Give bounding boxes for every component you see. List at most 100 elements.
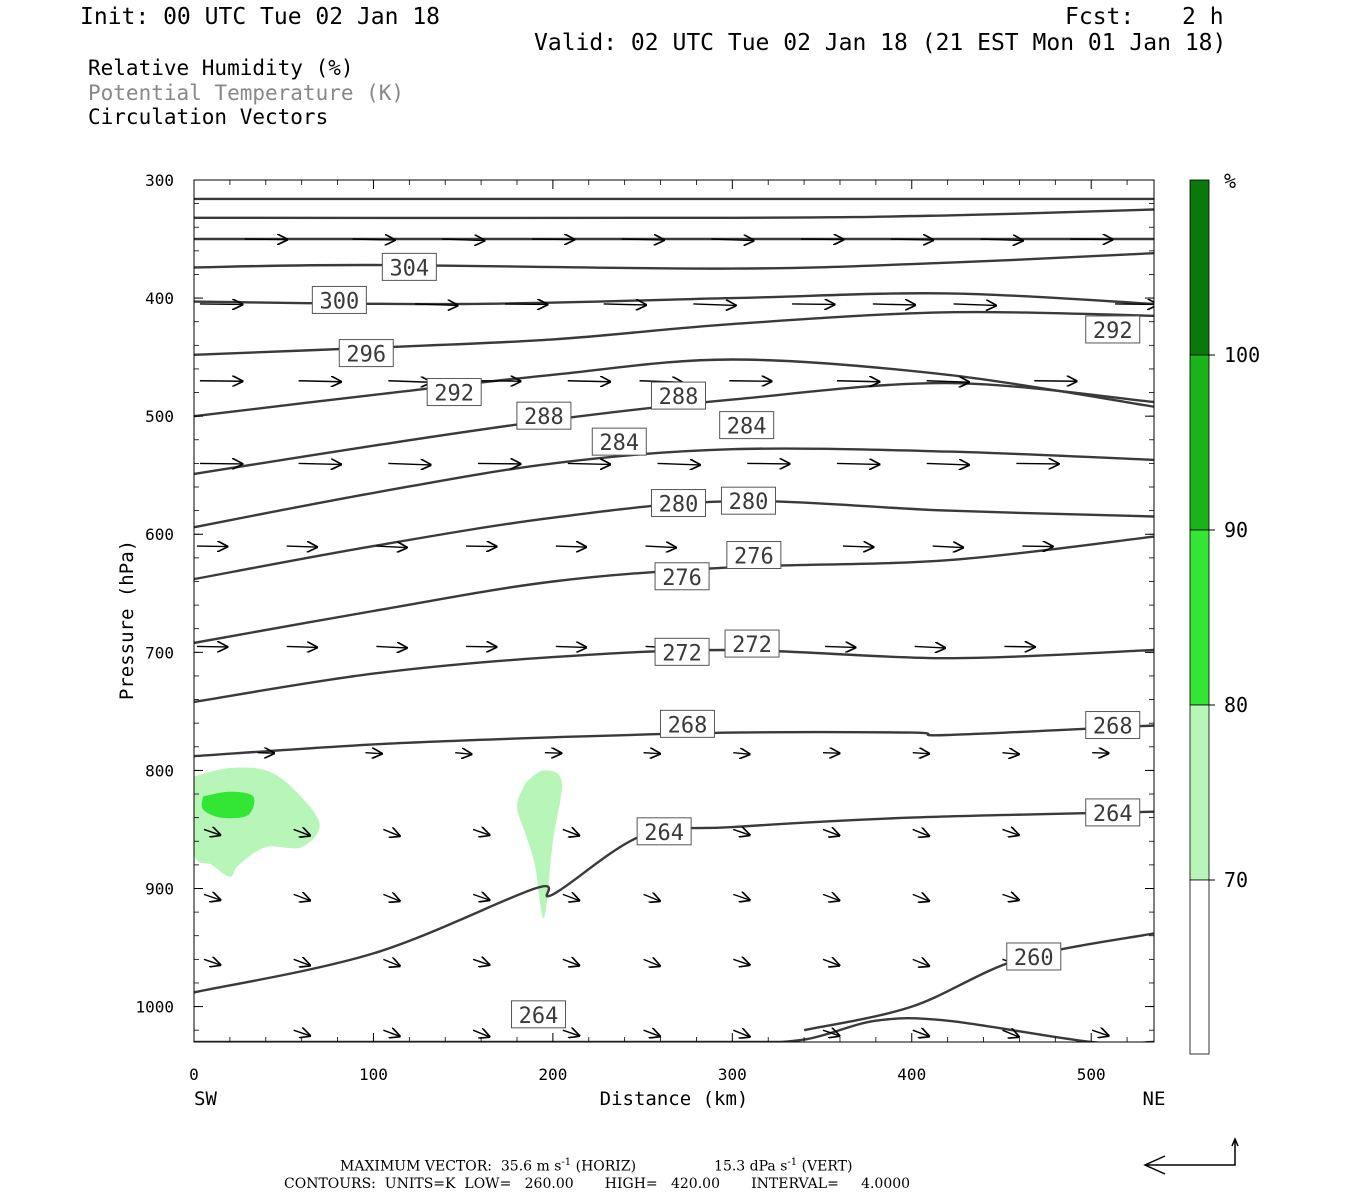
circulation-vector <box>286 646 317 647</box>
y-axis-label: Pressure (hPa) <box>116 540 138 700</box>
circulation-vector <box>1002 894 1018 900</box>
isentrope-label: 284 <box>599 431 639 456</box>
isentrope-label: 268 <box>668 713 708 738</box>
circulation-vector <box>733 1030 749 1037</box>
circulation-vector <box>567 463 610 464</box>
circulation-vector <box>562 829 579 835</box>
colorbar-level-label: 90 <box>1224 518 1248 542</box>
circulation-vector <box>555 546 586 547</box>
circulation-vector <box>733 829 749 835</box>
isentrope-label-box <box>659 709 715 738</box>
circulation-vector <box>293 959 310 965</box>
isentrope-label: 268 <box>1093 715 1133 740</box>
colorbar-segment <box>1189 529 1210 706</box>
circulation-vector <box>352 239 394 240</box>
circulation-vector <box>203 959 220 965</box>
contours-info: CONTOURS: UNITS=K LOW= 260.00 HIGH= 420.… <box>284 1176 911 1192</box>
isentrope-296 <box>194 310 1154 356</box>
isentrope-label-box <box>1085 315 1141 344</box>
circulation-vector <box>555 646 586 647</box>
isentrope-272 <box>194 648 1154 704</box>
isentrope-label: 272 <box>662 641 702 666</box>
circulation-vector <box>257 753 274 754</box>
max-vector-vert-value: 15.3 dPa s <box>714 1158 788 1175</box>
circulation-vector <box>1004 646 1034 647</box>
isentrope-label-box <box>720 486 776 515</box>
isentrope-label-box <box>719 411 775 440</box>
isentrope-label-box <box>381 252 437 281</box>
circulation-vector <box>711 239 753 241</box>
circulation-vector <box>383 1030 399 1036</box>
circulation-vector <box>1016 463 1058 464</box>
y-tick-label: 600 <box>145 525 174 544</box>
isentrope-label-box <box>516 401 572 430</box>
circulation-vector <box>244 239 287 240</box>
isentrope-276 <box>194 535 1154 645</box>
y-tick-label: 700 <box>145 643 174 662</box>
circulation-vector <box>872 304 915 305</box>
circulation-vector <box>203 894 220 900</box>
circulation-vector <box>733 894 749 900</box>
isentrope-label: 288 <box>524 405 564 430</box>
circulation-vector <box>199 463 242 464</box>
circulation-vector <box>442 239 484 241</box>
circulation-vector <box>415 304 457 306</box>
isentrope-label: 280 <box>659 493 699 518</box>
plot-frame <box>193 179 1155 1043</box>
circulation-vector <box>621 239 664 240</box>
circulation-vector <box>293 894 310 900</box>
circulation-vector <box>383 829 399 836</box>
reference-vector-icon <box>1143 1137 1239 1175</box>
circulation-vector <box>472 1030 489 1037</box>
colorbar-segment <box>1189 879 1210 1055</box>
isentrope-308 <box>194 208 1154 220</box>
sw-label: SW <box>194 1088 217 1110</box>
colorbar-unit: % <box>1224 169 1236 193</box>
isentrope-label-box <box>591 427 647 456</box>
isentrope-label: 276 <box>734 545 774 570</box>
rh-area-70-1 <box>517 770 563 919</box>
legend-circulation-vectors: Circulation Vectors <box>88 105 329 129</box>
x-tick-label: 200 <box>538 1065 567 1084</box>
circulation-vector <box>747 463 789 464</box>
circulation-vector <box>822 753 839 754</box>
isentrope-292 <box>194 358 1154 418</box>
circulation-vector <box>455 753 471 755</box>
circulation-vector <box>1091 1030 1108 1036</box>
circulation-vector <box>376 646 406 648</box>
circulation-vector <box>466 546 496 547</box>
circulation-vector <box>912 1030 929 1036</box>
isentrope-label: 292 <box>434 382 474 407</box>
circulation-vector <box>643 1030 660 1036</box>
isentrope-label: 292 <box>1093 319 1133 344</box>
circulation-vector <box>926 463 969 465</box>
isentrope-264 <box>194 810 1154 994</box>
circulation-vector <box>822 894 839 900</box>
circulation-vector <box>478 381 520 382</box>
circulation-vector <box>657 463 699 465</box>
isentrope-label-box <box>654 637 710 666</box>
isentrope-label-box <box>338 339 394 368</box>
circulation-vector <box>792 304 834 305</box>
colorbar-segment <box>1189 354 1210 531</box>
isentrope-label: 284 <box>727 415 767 440</box>
circulation-vector <box>286 546 317 547</box>
circulation-vector <box>953 304 996 306</box>
circulation-vector <box>203 829 220 835</box>
isentrope-label: 276 <box>662 566 702 591</box>
isentrope-label-box <box>311 285 367 314</box>
isentrope-label: 280 <box>729 490 769 515</box>
circulation-vector <box>472 894 489 900</box>
circulation-vector <box>293 829 310 835</box>
y-tick-label: 500 <box>145 407 174 426</box>
circulation-vector <box>733 959 749 965</box>
circulation-vector <box>472 959 489 965</box>
circulation-vector <box>836 381 879 382</box>
isentrope-label: 264 <box>519 1004 559 1029</box>
circulation-vector <box>562 894 579 900</box>
y-tick-label: 1000 <box>135 998 174 1017</box>
circulation-vector <box>388 463 430 465</box>
circulation-vector <box>1002 1030 1018 1037</box>
circulation-vector <box>912 753 929 754</box>
isentrope-label-box <box>724 629 780 658</box>
